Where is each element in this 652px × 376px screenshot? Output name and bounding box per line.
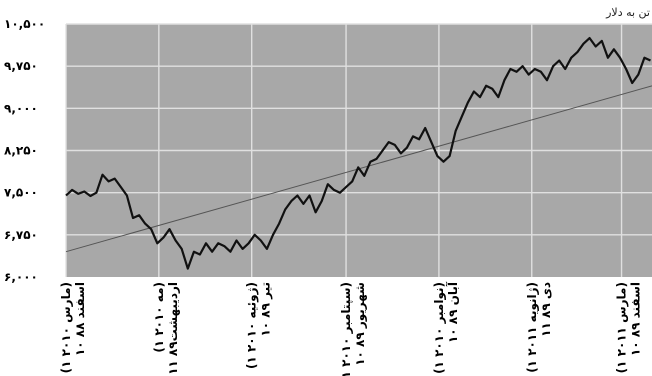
x-tick-label-6-line-0: ۱۰ اسفند ۸۹ bbox=[629, 282, 643, 356]
y-tick-label-6: ۶,۰۰۰ bbox=[4, 270, 38, 284]
x-tick-label-1-line-1: (۱ مه ۲۰۱۰) bbox=[152, 282, 166, 353]
x-tick-label-4-line-0: ۱۰ آبان ۸۹ bbox=[445, 281, 460, 343]
x-tick-label-6-line-1: (۱ مارس ۲۰۱۱) bbox=[615, 282, 629, 373]
y-tick-label-5: ۶,۷۵۰ bbox=[4, 228, 38, 242]
y-tick-label-4: ۷,۵۰۰ bbox=[4, 186, 38, 200]
y-tick-label-3: ۸,۲۵۰ bbox=[4, 144, 38, 158]
x-tick-label-2-line-0: ۱۰ تیر ۸۹ bbox=[259, 282, 273, 337]
x-tick-label-1-line-0: ۱۱ اردیبهشت۸۹ bbox=[166, 282, 180, 375]
unit-label: تن به دلار bbox=[606, 6, 650, 19]
y-tick-label-2: ۹,۰۰۰ bbox=[4, 101, 38, 115]
x-tick-label-5-line-1: (۱ ژانویه ۲۰۱۱) bbox=[525, 282, 540, 373]
x-tick-label-2-line-1: (۱ ژوئیه ۲۰۱۰) bbox=[245, 282, 260, 369]
x-tick-label-3-line-1: (۱ سپتامبر ۲۰۱۰) bbox=[339, 282, 353, 376]
x-tick-label-4-line-1: (۱ نوامبر ۲۰۱۰) bbox=[432, 282, 447, 374]
x-tick-label-3-line-0: ۱۰ شهریور ۸۹ bbox=[353, 282, 368, 366]
x-tick-label-0-line-0: ۱۰ اسفند ۸۸ bbox=[73, 282, 87, 356]
price-line bbox=[65, 36, 651, 270]
x-tick-label-0-line-1: (۱ مارس ۲۰۱۰) bbox=[59, 282, 73, 373]
y-tick-label-0: ۱۰,۵۰۰ bbox=[4, 17, 45, 31]
y-tick-label-1: ۹,۷۵۰ bbox=[4, 59, 38, 73]
x-tick-label-5-line-0: ۱۱ دی ۸۹ bbox=[539, 282, 553, 337]
